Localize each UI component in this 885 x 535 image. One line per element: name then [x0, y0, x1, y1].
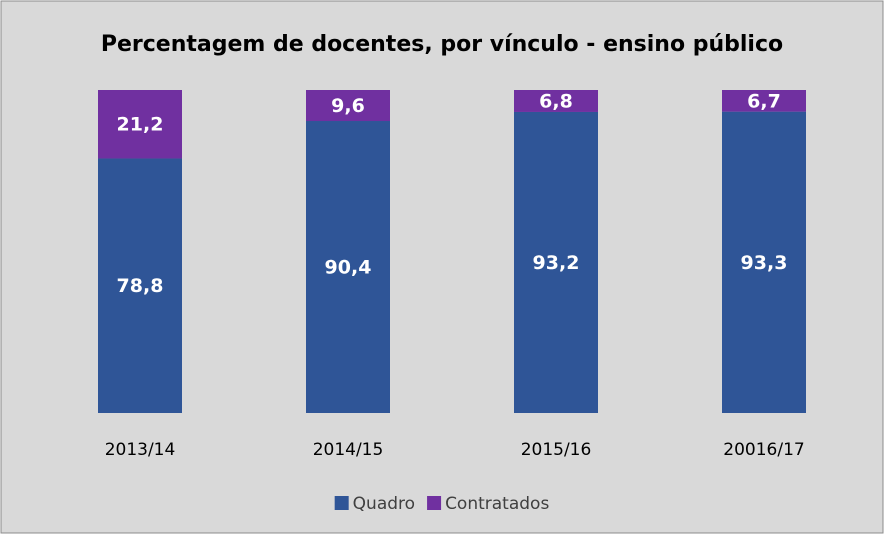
chart-title: Percentagem de docentes, por vínculo - e… [101, 32, 783, 57]
x-tick-label: 20016/17 [723, 440, 804, 460]
data-label: 90,4 [325, 257, 372, 279]
legend-swatch [334, 496, 349, 510]
legend-label: Quadro [353, 494, 415, 514]
bar-segment [98, 90, 182, 159]
data-label: 78,8 [117, 275, 164, 297]
legend-swatch [427, 496, 442, 510]
data-label: 21,2 [117, 114, 164, 136]
bar-segment [514, 90, 598, 112]
x-tick-label: 2015/16 [521, 440, 592, 460]
x-tick-label: 2013/14 [105, 440, 176, 460]
legend-label: Contratados [445, 494, 549, 514]
data-label: 9,6 [331, 95, 365, 117]
data-label: 6,7 [747, 90, 781, 112]
bar-segment [722, 111, 806, 414]
data-label: 6,8 [539, 90, 573, 112]
bar-segment [722, 90, 806, 112]
x-tick-label: 2014/15 [313, 440, 384, 460]
data-label: 93,2 [533, 252, 580, 274]
bar-segment [306, 121, 390, 414]
bar-segment [98, 158, 182, 413]
bar-segment [514, 111, 598, 414]
data-label: 93,3 [741, 252, 788, 274]
bar-segment [306, 90, 390, 122]
